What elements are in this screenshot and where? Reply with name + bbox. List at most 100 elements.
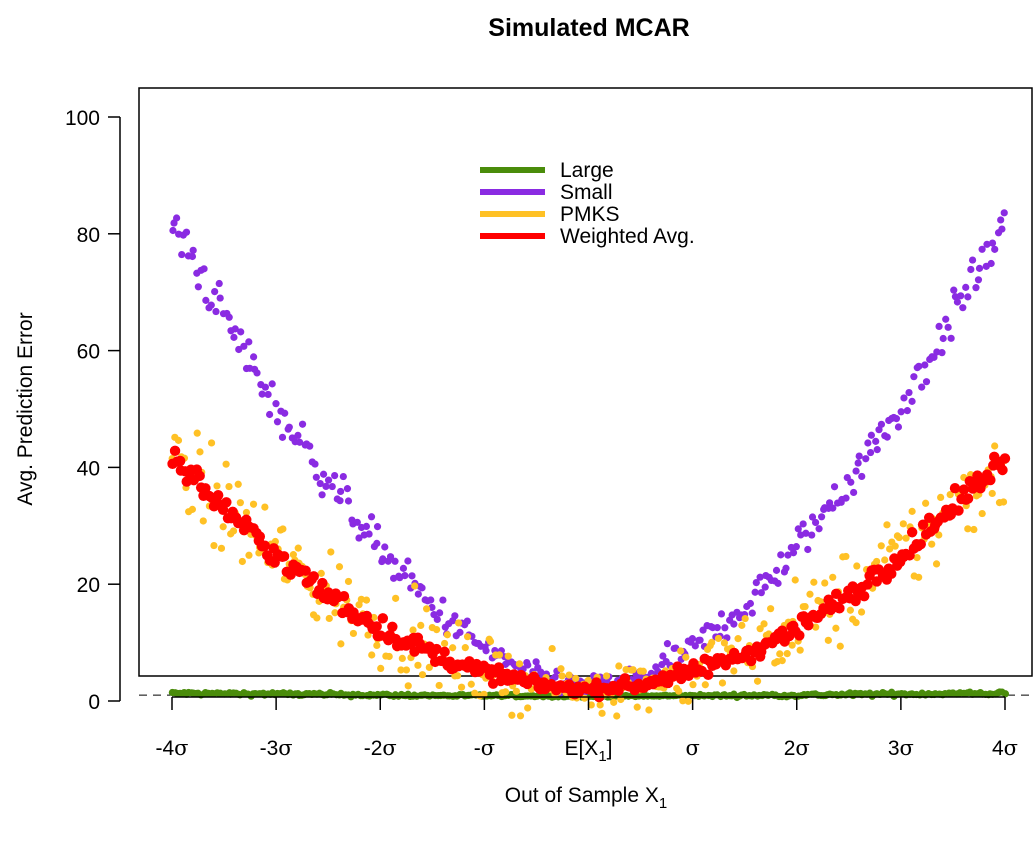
data-point	[215, 279, 223, 288]
data-point	[312, 473, 320, 481]
data-point	[629, 666, 637, 674]
data-point	[903, 407, 911, 415]
data-point	[313, 614, 321, 622]
data-point	[174, 436, 183, 444]
x-tick-prefix: E[X	[564, 737, 598, 760]
data-point	[261, 383, 269, 391]
data-point	[456, 628, 464, 636]
data-point	[836, 642, 844, 650]
data-point	[987, 259, 995, 268]
data-point	[832, 624, 840, 632]
data-point	[613, 712, 621, 720]
data-point	[720, 639, 729, 647]
data-point	[774, 579, 782, 587]
data-point	[862, 579, 873, 590]
data-point	[439, 596, 447, 604]
plot-frame	[138, 87, 1033, 677]
data-point	[970, 525, 978, 534]
data-point	[386, 553, 395, 561]
data-point	[598, 709, 606, 717]
data-point	[892, 415, 901, 423]
x-tick-subscript: 1	[598, 748, 606, 765]
data-point	[802, 529, 810, 537]
data-point	[905, 388, 913, 397]
data-point	[391, 557, 399, 565]
data-point	[306, 442, 314, 450]
data-point	[938, 349, 946, 357]
data-point	[278, 551, 290, 562]
series-3	[167, 445, 1011, 703]
data-point	[818, 513, 826, 521]
data-point	[997, 464, 1008, 476]
data-point	[815, 525, 823, 533]
data-point	[392, 594, 400, 602]
data-point	[258, 390, 266, 398]
data-point	[928, 540, 936, 548]
data-point	[808, 531, 816, 539]
data-point	[596, 701, 604, 709]
data-point	[985, 474, 996, 486]
data-point	[285, 569, 296, 580]
data-point	[854, 459, 862, 467]
data-point	[978, 509, 986, 518]
data-point	[373, 539, 381, 547]
data-point	[431, 643, 442, 655]
data-point	[409, 626, 417, 634]
data-point	[968, 256, 977, 264]
data-point	[418, 584, 426, 592]
data-point	[221, 497, 232, 508]
data-point	[895, 533, 903, 542]
data-point	[353, 518, 361, 526]
x-tick-prefix: -3	[260, 737, 279, 760]
data-point	[834, 603, 845, 614]
data-point	[362, 596, 371, 604]
data-point	[915, 362, 923, 370]
data-point	[515, 660, 524, 668]
data-point	[900, 394, 908, 402]
y-axis-label: Avg. Prediction Error	[14, 312, 37, 505]
data-point	[495, 651, 504, 659]
y-tick-label: 60	[77, 341, 100, 364]
data-point	[842, 552, 850, 561]
x-tick-prefix: -2	[364, 737, 383, 760]
x-tick-label: E[X1]	[564, 737, 612, 765]
data-point	[202, 296, 210, 304]
data-point	[946, 491, 954, 499]
data-point	[463, 633, 472, 641]
data-point	[216, 294, 224, 302]
data-point	[317, 577, 328, 589]
data-point	[422, 605, 431, 613]
data-point	[932, 560, 941, 568]
data-point	[249, 500, 258, 508]
data-point	[212, 307, 220, 316]
data-point	[565, 671, 573, 679]
data-point	[972, 284, 980, 292]
data-point	[268, 380, 276, 388]
data-point	[370, 613, 378, 622]
data-point	[810, 578, 818, 586]
data-point	[859, 590, 870, 602]
data-point	[944, 323, 952, 331]
data-point	[300, 565, 311, 576]
x-axis: -4σ -3σ -2σ -σ E[X1] σ 2σ 3σ 4σ	[155, 696, 1018, 765]
data-point	[414, 590, 422, 598]
data-point	[532, 658, 540, 666]
data-point	[414, 661, 422, 669]
data-point	[675, 687, 683, 695]
data-point	[842, 494, 850, 502]
data-point	[852, 467, 860, 475]
data-point	[730, 667, 738, 675]
data-point	[803, 620, 814, 631]
data-point	[512, 687, 520, 695]
data-point	[213, 482, 221, 490]
data-point	[435, 681, 443, 690]
data-point	[182, 228, 191, 236]
data-point	[253, 369, 261, 377]
y-axis: 0 20 40 60 80 100	[65, 107, 121, 714]
data-point	[602, 672, 611, 680]
data-point	[427, 596, 435, 604]
data-point	[294, 544, 302, 552]
data-point	[440, 639, 449, 648]
data-point	[964, 293, 972, 301]
x-tick-label: -4σ	[155, 736, 188, 760]
